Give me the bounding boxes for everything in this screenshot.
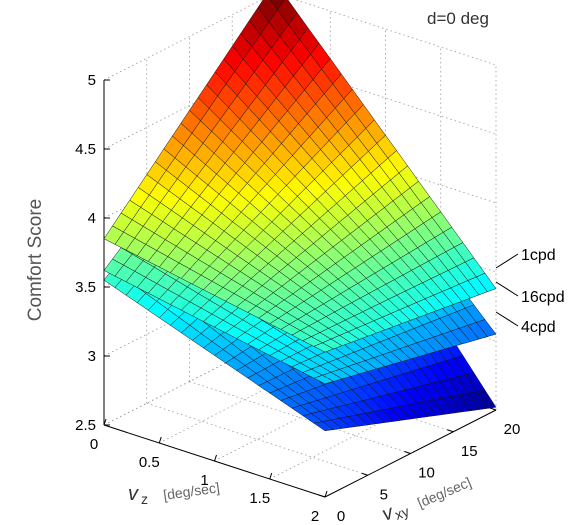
z-tick-label: 2.5 <box>75 417 96 434</box>
vz-axis-label: v z [deg/sec] <box>128 479 221 507</box>
series-label-16cpd: 16cpd <box>521 289 565 306</box>
vz-tick-mark <box>324 490 328 498</box>
z-tick-label: 4.5 <box>75 141 96 158</box>
grid-line <box>146 402 368 476</box>
series-label-4cpd: 4cpd <box>521 319 556 336</box>
surface-patch <box>476 319 497 337</box>
vxy-tick-label: 10 <box>418 465 435 482</box>
vxy-tick-label: 5 <box>380 486 388 503</box>
grid-line <box>232 359 454 433</box>
grid-line <box>214 373 386 462</box>
surface-1cpd <box>103 0 497 353</box>
vxy-tick-mark <box>361 472 368 476</box>
vxy-tick-mark <box>489 407 497 411</box>
vxy-axis-label: v xy [deg/sec] <box>379 474 473 525</box>
grid-line <box>295 0 497 66</box>
z-tick-label: 4 <box>88 210 96 227</box>
vz-tick-mark <box>269 472 273 480</box>
z-tick-label: 5 <box>88 72 96 89</box>
vxy-tick-mark <box>447 429 454 433</box>
surface-patch <box>476 272 497 292</box>
svg-text:xy: xy <box>393 503 412 523</box>
series-annotations: 1cpd 16cpd 4cpd <box>495 247 565 336</box>
grid-line <box>189 381 411 454</box>
vz-tick-label: 0 <box>90 436 98 453</box>
z-tick-label: 3 <box>88 348 96 365</box>
vxy-tick-mark <box>318 494 326 498</box>
grid-line <box>274 61 497 135</box>
annotation-line-16cpd <box>495 281 519 297</box>
svg-text:z: z <box>141 491 148 507</box>
vz-tick-label: 1 <box>200 472 208 489</box>
grid-line <box>274 130 497 204</box>
z-axis-label: Comfort Score <box>25 199 46 321</box>
annotation-line-4cpd <box>495 311 519 327</box>
vxy-tick-label: 15 <box>461 443 478 460</box>
surface-patch <box>476 389 497 409</box>
vz-tick-label: 1.5 <box>249 490 270 507</box>
series-label-1cpd: 1cpd <box>521 247 556 264</box>
surface-plot <box>103 0 497 432</box>
vz-tick-label: 0.5 <box>139 454 160 471</box>
vz-tick-label: 2 <box>311 508 319 525</box>
vxy-tick-mark <box>404 451 411 454</box>
z-tick-label: 3.5 <box>75 279 96 296</box>
svg-text:v: v <box>128 483 139 505</box>
vz-tick-mark <box>103 418 107 426</box>
svg-text:[deg/sec]: [deg/sec] <box>162 479 221 503</box>
grid-line <box>103 0 263 81</box>
surface-patch <box>269 0 285 10</box>
grid-line <box>159 355 331 444</box>
vz-tick-mark <box>214 454 217 462</box>
chart-title: d=0 deg <box>427 9 489 28</box>
vxy-tick-label: 20 <box>504 421 521 438</box>
vxy-tick-label: 0 <box>337 508 345 525</box>
grid-line <box>269 391 441 480</box>
vz-tick-mark <box>158 436 162 444</box>
annotation-line-1cpd <box>495 253 519 269</box>
